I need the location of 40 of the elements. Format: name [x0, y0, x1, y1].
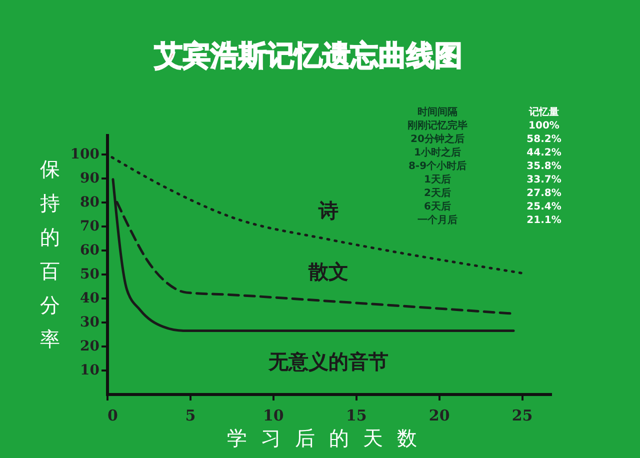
annotation: 1小时之后 [414, 146, 461, 158]
annotation: 6天后 [424, 200, 451, 212]
x-tick-label: 20 [428, 406, 450, 424]
y-tick-label: 30 [80, 314, 100, 331]
annotation: 21.1% [526, 214, 562, 226]
annotation: 27.8% [526, 188, 562, 199]
y-tick-label: 60 [80, 242, 100, 259]
annotation: 35.8% [526, 160, 562, 172]
text: 100% [528, 120, 560, 132]
x-tick-label: 15 [346, 406, 367, 424]
y-tick-label: 40 [80, 290, 100, 307]
series-label: 诗 [318, 198, 338, 223]
y-tick-label: 90 [80, 170, 100, 187]
chart-title: 艾宾浩斯记忆遗忘曲线图 [154, 39, 462, 72]
annotation: 1天后 [424, 173, 451, 186]
text: 记忆量 [528, 106, 559, 118]
y-tick-label: 100 [70, 146, 100, 163]
series-label: 无意义的音节 [268, 350, 388, 374]
annotation: 33.7% [526, 174, 562, 186]
annotation: 2天后 [424, 186, 451, 199]
annotation: 8-9个小时后 [408, 160, 467, 172]
x-axis-title: 学习后的天数 [227, 426, 417, 450]
y-tick-label: 20 [80, 338, 100, 355]
x-tick-label: 25 [512, 406, 533, 424]
x-tick-label: 10 [262, 406, 284, 424]
y-axis-title: 保持的百分率 [40, 157, 60, 351]
x-tick-label: 5 [185, 406, 196, 424]
y-tick-label: 70 [80, 218, 100, 235]
y-tick-label: 80 [80, 194, 100, 211]
annotation: 一个月后 [418, 214, 458, 226]
text: 时间间隔 [418, 106, 458, 118]
annotation: 20分钟之后 [410, 132, 464, 145]
y-tick-label: 10 [80, 362, 100, 379]
annotation: 25.4% [526, 201, 562, 212]
annotation: 58.2% [526, 134, 562, 145]
text: 刚刚记忆完毕 [408, 119, 468, 132]
x-tick-label: 0 [108, 406, 118, 424]
y-tick-label: 50 [80, 266, 100, 283]
annotation: 44.2% [526, 147, 562, 158]
series-label: 散文 [308, 260, 348, 284]
